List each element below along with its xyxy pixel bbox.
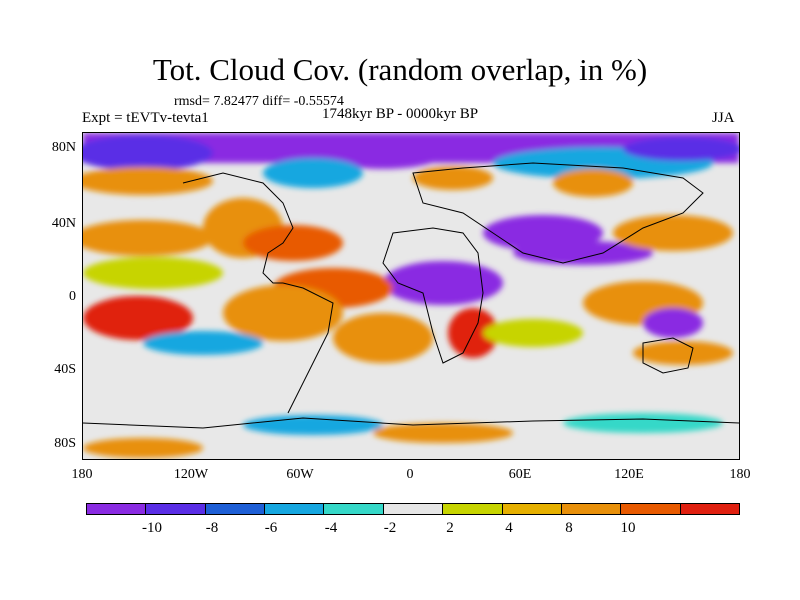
field-cyan (243, 415, 383, 435)
field-purple (643, 308, 703, 338)
colorbar-label: 4 (505, 520, 513, 536)
field-orange (83, 167, 213, 195)
colorbar-segment (87, 504, 147, 514)
south-america-coast (282, 282, 334, 414)
field-purple (323, 141, 443, 169)
field-orange (633, 341, 733, 365)
field-purple (383, 261, 503, 305)
field-orange (83, 220, 213, 256)
lat-label: 80N (51, 140, 76, 155)
colorbar-segment (561, 504, 622, 514)
colorbar-label: 8 (565, 520, 573, 536)
lat-label: 80S (54, 436, 76, 451)
colorbar-segment (383, 504, 444, 514)
colorbar-label: 10 (620, 520, 636, 536)
field-yellow (483, 319, 583, 347)
field-red (83, 296, 193, 340)
map-panel (82, 132, 740, 460)
colorbar-segment (621, 504, 681, 514)
lon-label: 120E (614, 467, 644, 482)
anomaly-field (83, 133, 739, 458)
field-orange (413, 166, 493, 190)
colorbar-segment (265, 504, 325, 514)
colorbar-label: -10 (142, 520, 162, 536)
lon-label: 120W (173, 467, 209, 482)
lat-label: 40N (51, 216, 76, 231)
colorbar-segment (205, 504, 266, 514)
eurasia-coast (412, 162, 704, 264)
field-cyan (143, 331, 263, 355)
field-yellow (83, 257, 223, 289)
australia-coast (642, 337, 694, 374)
colorbar-label: -2 (383, 520, 397, 536)
lat-label: 0 (69, 289, 76, 304)
colorbar-segment (146, 504, 206, 514)
colorbar-segment (324, 504, 384, 514)
field-orange (553, 169, 633, 197)
colorbar-label: -6 (264, 520, 278, 536)
field-orange (223, 285, 343, 341)
colorbar-label: 2 (446, 520, 454, 536)
field-orange (83, 438, 203, 458)
lon-label: 180 (729, 467, 751, 482)
field-teal (563, 413, 723, 433)
field-blue (83, 135, 213, 171)
field-orange (613, 215, 733, 251)
colorbar (86, 503, 740, 515)
field-cyan (263, 158, 363, 188)
colorbar-segment (680, 504, 739, 514)
field-orange (333, 313, 433, 363)
colorbar-label: -4 (324, 520, 338, 536)
lat-label: 40S (54, 362, 76, 377)
africa-coast (382, 227, 484, 364)
field-orange (373, 423, 513, 443)
colorbar-segment (443, 504, 503, 514)
season-label: JJA (712, 110, 735, 126)
coastlines (83, 162, 739, 429)
experiment-label: Expt = tEVTv-tevta1 (82, 110, 209, 126)
plot-title: Tot. Cloud Cov. (random overlap, in %) (152, 52, 648, 87)
stats-text: rmsd= 7.82477 diff= -0.55574 (174, 94, 344, 109)
lon-label: 180 (71, 467, 93, 482)
cloud-cover-map (83, 133, 739, 459)
colorbar-segment (502, 504, 562, 514)
colorbar-label: -8 (205, 520, 219, 536)
north-america-coast (182, 172, 294, 284)
antarctica-coast (83, 417, 739, 429)
lon-label: 60E (508, 467, 532, 482)
lon-label: 60W (286, 467, 314, 482)
period-label: 1748kyr BP - 0000kyr BP (322, 106, 479, 122)
lon-label: 0 (406, 467, 414, 482)
field-blue (623, 137, 739, 161)
field-red (243, 225, 343, 261)
